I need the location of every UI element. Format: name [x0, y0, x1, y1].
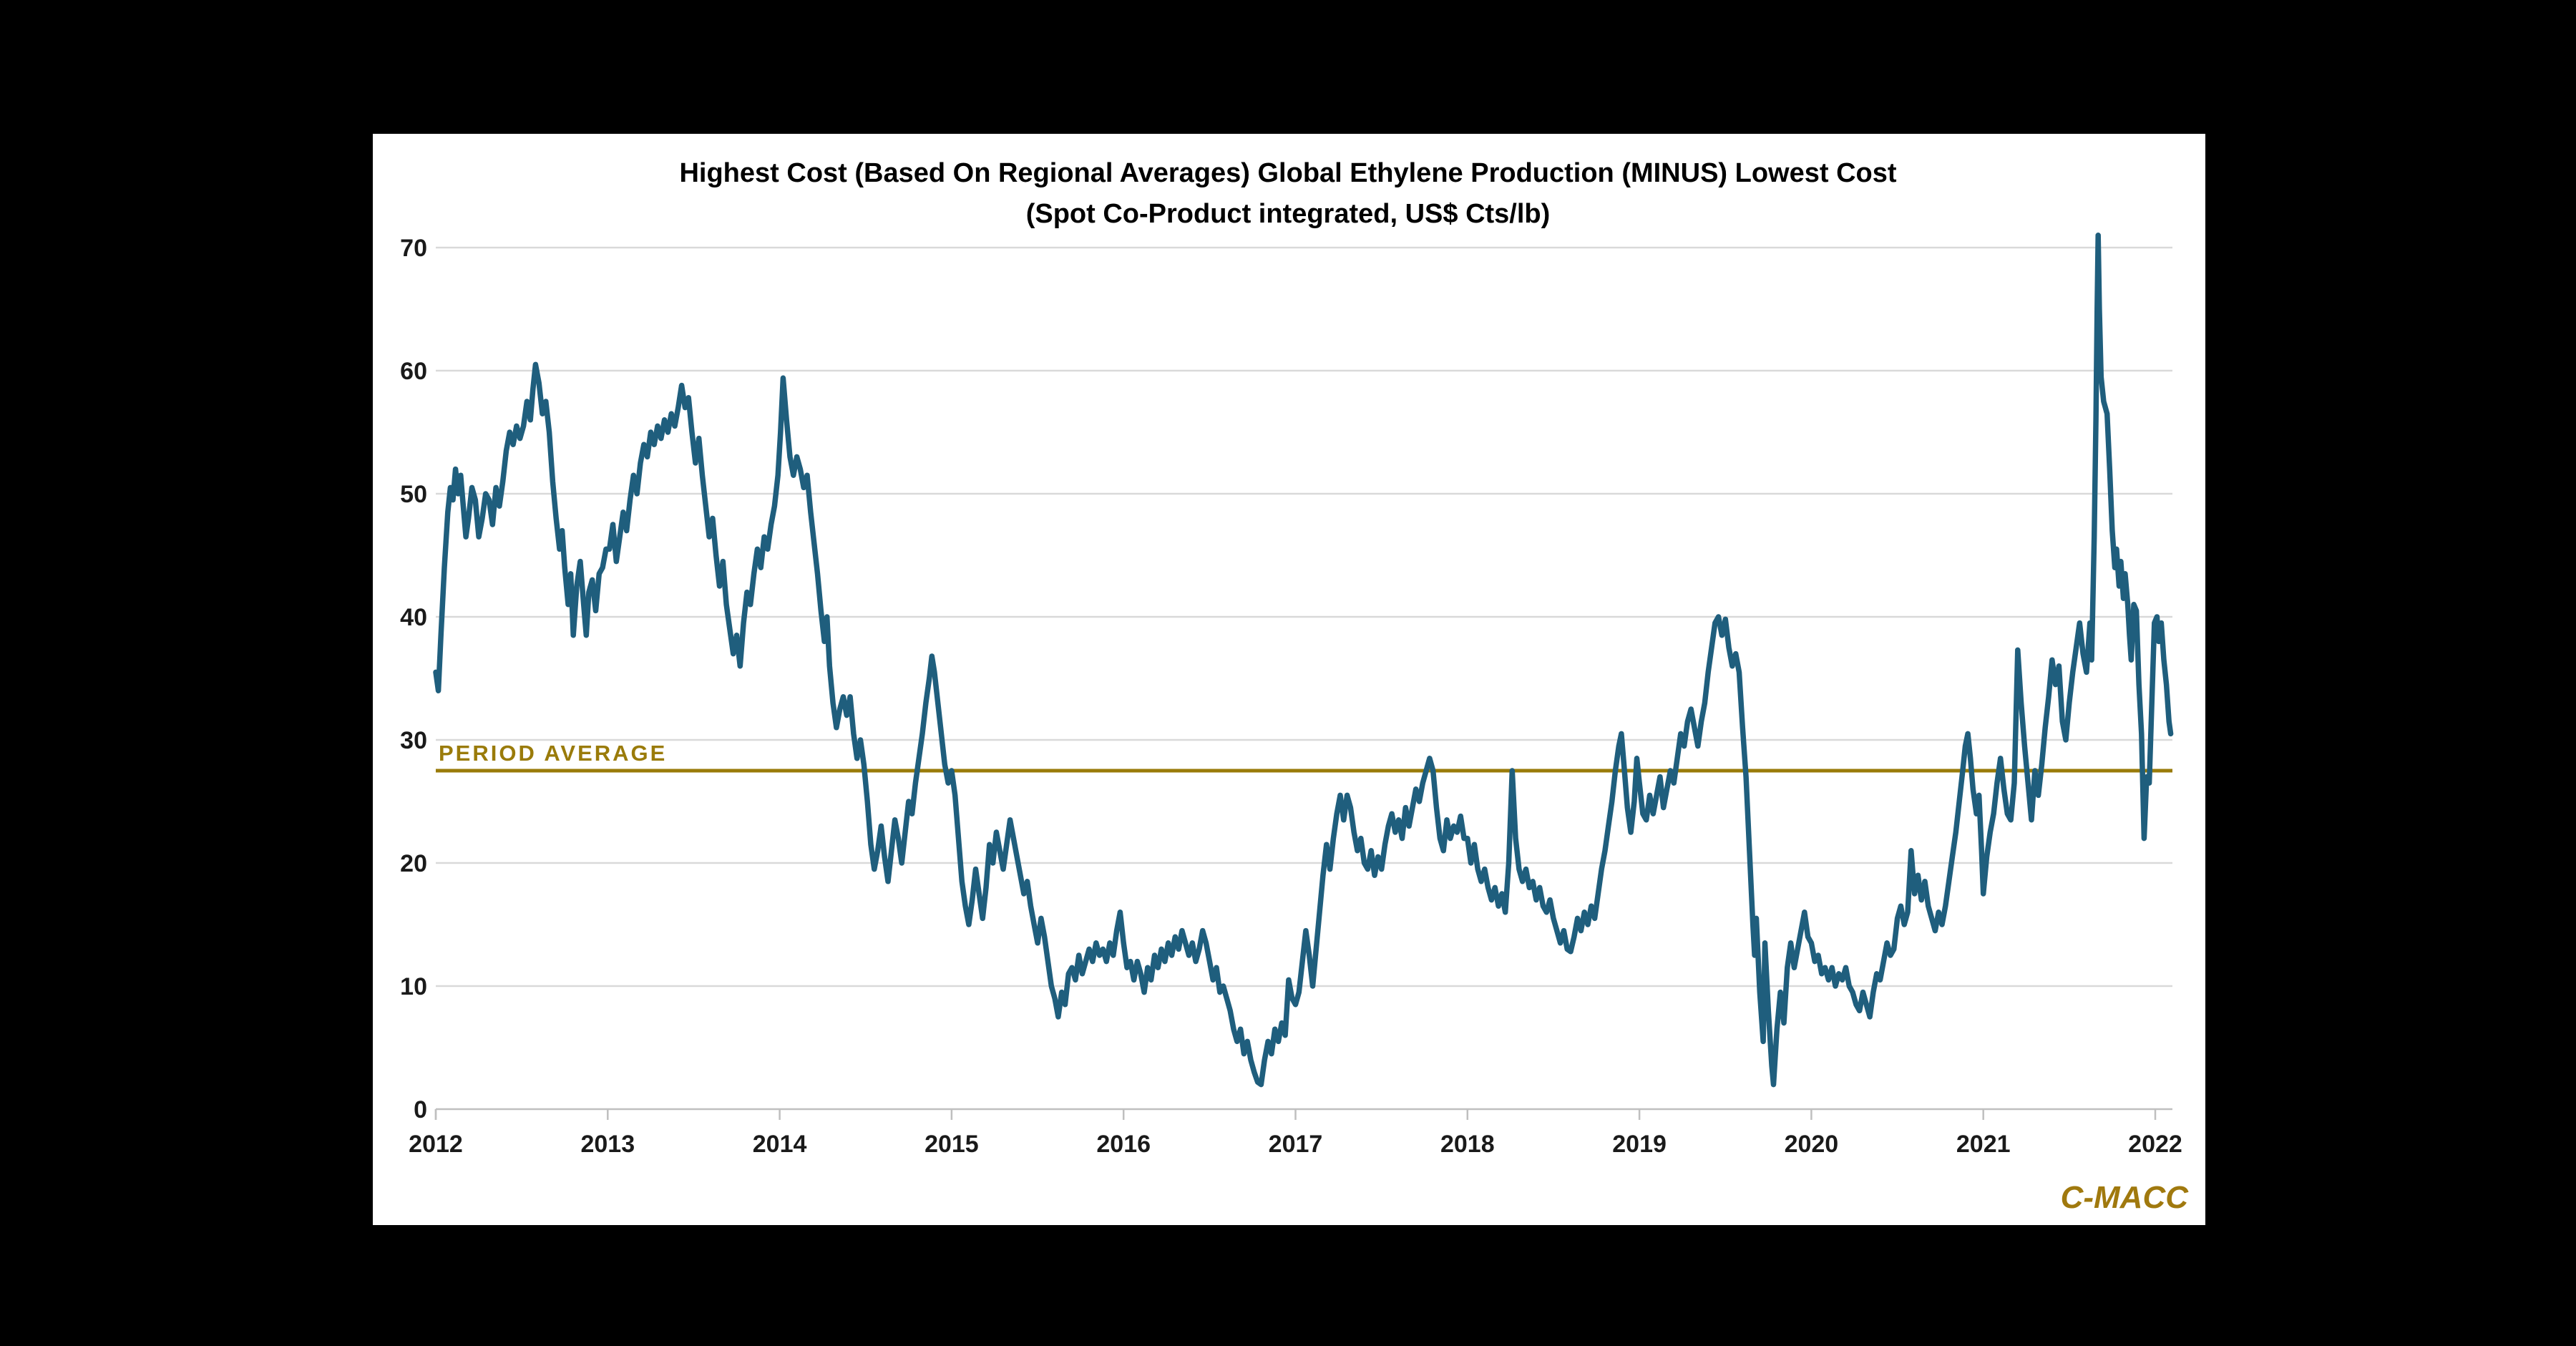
y-tick-label-50: 50: [400, 481, 427, 508]
chart-title-line2: (Spot Co-Product integrated, US$ Cts/lb): [1026, 199, 1551, 229]
y-tick-label-30: 30: [400, 727, 427, 754]
brand-logo-text: C-MACC: [2061, 1180, 2190, 1215]
x-tick-label-2016: 2016: [1096, 1131, 1151, 1158]
x-axis-labels: 2012 2013 2014 2015 2016 2017 2018 2019 2020 2021…: [409, 1131, 2182, 1158]
y-tick-label-60: 60: [400, 358, 427, 385]
x-tick-label-2020: 2020: [1785, 1131, 1839, 1158]
y-tick-label-0: 0: [414, 1096, 427, 1123]
y-tick-label-40: 40: [400, 604, 427, 631]
x-tick-label-2021: 2021: [1956, 1131, 2011, 1158]
x-tick-label-2019: 2019: [1612, 1131, 1667, 1158]
x-tick-label-2014: 2014: [753, 1131, 807, 1158]
x-tick-label-2018: 2018: [1440, 1131, 1495, 1158]
period-average-label: PERIOD AVERAGE: [439, 741, 667, 766]
x-tick-label-2022: 2022: [2128, 1131, 2182, 1158]
chart-title-line1: Highest Cost (Based On Regional Averages…: [679, 158, 1896, 188]
line-series: [433, 233, 2174, 1088]
y-tick-label-20: 20: [400, 850, 427, 877]
y-tick-label-70: 70: [400, 235, 427, 262]
x-axis-ticks: [434, 1109, 2157, 1120]
chart-panel: [373, 134, 2205, 1225]
x-tick-label-2013: 2013: [580, 1131, 635, 1158]
gridlines: [436, 246, 2172, 1111]
x-tick-label-2015: 2015: [924, 1131, 979, 1158]
x-tick-label-2017: 2017: [1269, 1131, 1323, 1158]
y-axis-labels: 0 10 20 30 40 50 60 70: [400, 235, 427, 1123]
x-tick-label-2012: 2012: [409, 1131, 463, 1158]
y-tick-label-10: 10: [400, 973, 427, 1000]
